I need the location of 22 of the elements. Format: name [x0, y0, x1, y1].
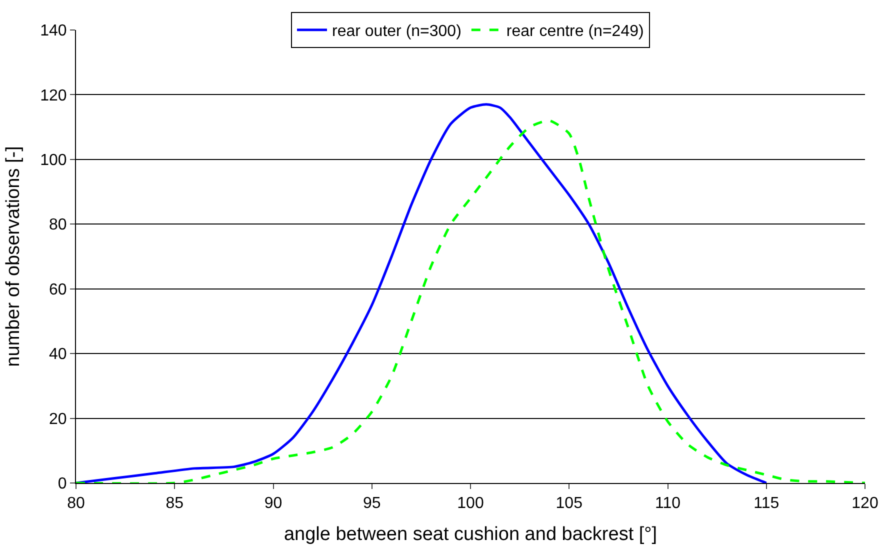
legend-label: rear outer (n=300) [332, 23, 462, 40]
x-tick-label: 105 [556, 495, 583, 512]
y-tick-label: 0 [58, 476, 67, 493]
x-tick-label: 80 [67, 495, 85, 512]
y-tick-label: 100 [40, 152, 67, 170]
y-tick-label: 20 [49, 410, 67, 428]
y-tick-label: 80 [49, 216, 67, 234]
y-tick-label: 60 [49, 281, 67, 298]
x-tick-label: 95 [362, 495, 381, 512]
line-series [76, 103, 768, 483]
x-tick-label: 120 [852, 495, 878, 512]
x-tick-label: 110 [654, 495, 681, 512]
x-axis-title: angle between seat cushion and backrest [°] [284, 524, 658, 545]
x-tick-label: 90 [264, 495, 282, 512]
y-axis-title: number of observations [-] [2, 146, 24, 367]
x-tick-label: 85 [166, 495, 184, 512]
x-tick-label: 115 [754, 495, 780, 512]
legend-label: rear centre (n=249) [506, 23, 644, 40]
y-tick-label: 40 [49, 346, 67, 364]
x-tick-label: 100 [457, 495, 484, 512]
y-tick-label: 120 [40, 87, 67, 104]
y-tick-label: 140 [40, 22, 67, 40]
